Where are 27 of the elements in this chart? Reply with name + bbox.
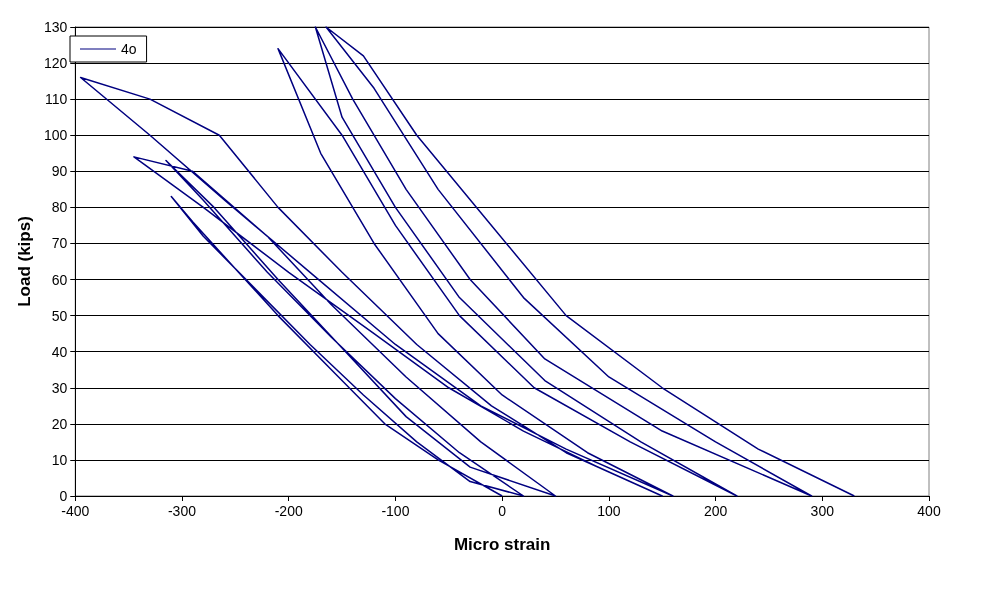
y-axis-title: Load (kips) (15, 216, 34, 307)
x-tick-label: -200 (274, 503, 303, 519)
x-tick-label: -300 (167, 503, 197, 519)
line-series (79, 26, 856, 497)
x-axis-title: Micro strain (453, 535, 551, 554)
y-tick-label: 60 (51, 271, 68, 288)
x-tick-label: 400 (917, 503, 941, 519)
x-tick-label: 300 (810, 503, 835, 519)
y-tick-label: 50 (51, 307, 68, 324)
x-tick-label: -400 (61, 503, 90, 519)
x-tick-label: -100 (381, 503, 410, 519)
y-tick-label: 90 (51, 163, 68, 180)
x-tick-label: 100 (597, 503, 621, 519)
y-tick-label: 80 (51, 199, 68, 216)
x-tick-label: 200 (703, 503, 728, 519)
y-tick-label: 70 (51, 235, 68, 252)
y-tick-label: 100 (43, 127, 68, 144)
y-tick-label: 10 (51, 451, 68, 468)
y-tick-label: 40 (51, 343, 68, 360)
y-tick-label: 130 (43, 19, 68, 35)
y-tick-label: 120 (43, 55, 68, 72)
y-tick-label: 110 (44, 91, 68, 108)
y-tick-label: 0 (59, 488, 68, 504)
x-tick-label: 0 (498, 503, 507, 519)
legend-label: 4o (121, 41, 137, 57)
y-tick-label: 20 (51, 415, 68, 432)
y-tick-label: 30 (51, 379, 68, 396)
